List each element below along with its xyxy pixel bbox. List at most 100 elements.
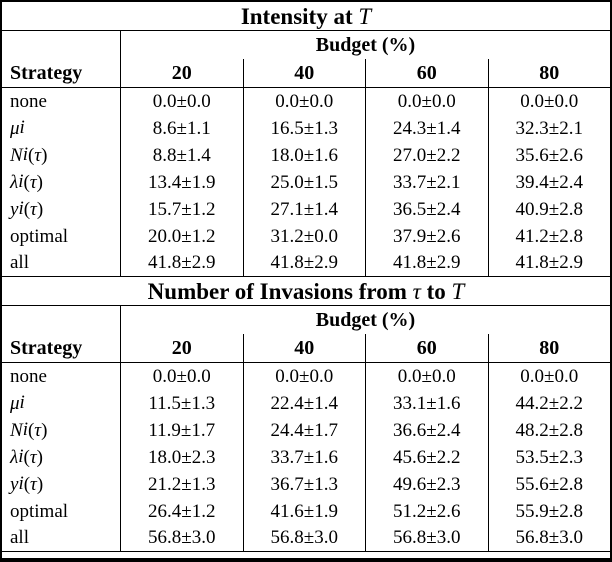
value-cell: 27.0±2.2 (365, 142, 488, 169)
header-spacer-cell (2, 306, 121, 334)
value-cell: 24.4±1.7 (242, 417, 366, 444)
column-header-20: 20 (171, 336, 192, 359)
value-cell: 0.0±0.0 (242, 363, 366, 390)
value-cell: 0.0±0.0 (365, 363, 488, 390)
value-cell: 20.0±1.2 (148, 225, 216, 247)
value-cell: 41.2±2.8 (487, 223, 611, 250)
value-cell: 33.1±1.6 (365, 390, 488, 417)
intensity-table: Intensity at T Budget (%) Strategy 20 40… (2, 2, 610, 277)
value-cell: 33.7±2.1 (365, 169, 488, 196)
budget-header-row: Budget (%) (2, 306, 610, 334)
value-cell: 27.1±1.4 (242, 196, 366, 223)
value-cell: 24.3±1.4 (365, 115, 488, 142)
column-header-80: 80 (487, 59, 611, 87)
table-row-none: none 0.0±0.0 0.0±0.0 0.0±0.0 0.0±0.0 (2, 88, 610, 115)
strategy-header: Strategy (2, 59, 121, 87)
value-cell: 18.0±1.6 (242, 142, 366, 169)
table-row-all: all 56.8±3.0 56.8±3.0 56.8±3.0 56.8±3.0 (2, 525, 610, 552)
column-header-20: 20 (171, 61, 192, 84)
table-row-optimal: optimal 20.0±1.2 31.2±0.0 37.9±2.6 41.2±… (2, 223, 610, 250)
value-cell: 40.9±2.8 (487, 196, 611, 223)
column-header-row: Strategy 20 40 60 80 (2, 334, 610, 363)
value-cell: 0.0±0.0 (487, 363, 611, 390)
value-cell: 25.0±1.5 (242, 169, 366, 196)
row-label: optimal (2, 498, 121, 525)
value-cell: 55.9±2.8 (487, 498, 611, 525)
value-cell: 41.6±1.9 (242, 498, 366, 525)
table-title: Intensity at T (2, 2, 610, 31)
value-cell: 32.3±2.1 (487, 115, 611, 142)
row-label: λ i(τ) (2, 444, 121, 471)
column-header-60: 60 (365, 334, 488, 362)
value-cell: 0.0±0.0 (152, 365, 211, 387)
value-cell: 45.6±2.2 (365, 444, 488, 471)
table-row-lambda: λ i(τ) 13.4±1.9 25.0±1.5 33.7±2.1 39.4±2.… (2, 169, 610, 196)
value-cell: 0.0±0.0 (365, 88, 488, 115)
bottom-rule (2, 558, 610, 562)
value-cell: 44.2±2.2 (487, 390, 611, 417)
value-cell: 26.4±1.2 (148, 500, 216, 522)
value-cell: 0.0±0.0 (487, 88, 611, 115)
value-cell: 56.8±3.0 (487, 525, 611, 551)
budget-header: Budget (%) (315, 33, 416, 56)
header-spacer-cell (2, 31, 121, 59)
value-cell: 36.7±1.3 (242, 471, 366, 498)
value-cell: 48.2±2.8 (487, 417, 611, 444)
value-cell: 41.8±2.9 (487, 250, 611, 276)
value-cell: 41.8±2.9 (242, 250, 366, 276)
column-header-60: 60 (365, 59, 488, 87)
table-row-y: y i(τ) 15.7±1.2 27.1±1.4 36.5±2.4 40.9±2.… (2, 196, 610, 223)
table-row-optimal: optimal 26.4±1.2 41.6±1.9 51.2±2.6 55.9±… (2, 498, 610, 525)
table-row-all: all 41.8±2.9 41.8±2.9 41.8±2.9 41.8±2.9 (2, 250, 610, 277)
value-cell: 55.6±2.8 (487, 471, 611, 498)
value-cell: 36.5±2.4 (365, 196, 488, 223)
value-cell: 33.7±1.6 (242, 444, 366, 471)
value-cell: 21.2±1.3 (148, 473, 216, 495)
row-label: y i(τ) (2, 471, 121, 498)
row-label: optimal (2, 223, 121, 250)
row-label: all (2, 525, 121, 551)
value-cell: 56.8±3.0 (242, 525, 366, 551)
table-row-none: none 0.0±0.0 0.0±0.0 0.0±0.0 0.0±0.0 (2, 363, 610, 390)
value-cell: 51.2±2.6 (365, 498, 488, 525)
column-header-80: 80 (487, 334, 611, 362)
row-label: all (2, 250, 121, 276)
table-title: Number of Invasions from τ to T (2, 277, 610, 306)
value-cell: 41.8±2.9 (148, 252, 216, 273)
value-cell: 0.0±0.0 (242, 88, 366, 115)
value-cell: 18.0±2.3 (148, 446, 216, 468)
column-header-40: 40 (242, 59, 366, 87)
value-cell: 56.8±3.0 (365, 525, 488, 551)
value-cell: 35.6±2.6 (487, 142, 611, 169)
value-cell: 15.7±1.2 (148, 198, 216, 220)
value-cell: 36.6±2.4 (365, 417, 488, 444)
strategy-header: Strategy (2, 334, 121, 362)
value-cell: 49.6±2.3 (365, 471, 488, 498)
budget-header-row: Budget (%) (2, 31, 610, 59)
value-cell: 39.4±2.4 (487, 169, 611, 196)
value-cell: 56.8±3.0 (148, 527, 216, 548)
column-header-row: Strategy 20 40 60 80 (2, 59, 610, 88)
table-row-y: y i(τ) 21.2±1.3 36.7±1.3 49.6±2.3 55.6±2.… (2, 471, 610, 498)
value-cell: 37.9±2.6 (365, 223, 488, 250)
value-cell: 22.4±1.4 (242, 390, 366, 417)
value-cell: 11.5±1.3 (148, 392, 216, 414)
value-cell: 31.2±0.0 (242, 223, 366, 250)
row-label: y i(τ) (2, 196, 121, 223)
row-label: none (2, 363, 121, 390)
table-row-lambda: λ i(τ) 18.0±2.3 33.7±1.6 45.6±2.2 53.5±2.… (2, 444, 610, 471)
row-label: none (2, 88, 121, 115)
value-cell: 16.5±1.3 (242, 115, 366, 142)
value-cell: 8.6±1.1 (152, 117, 211, 139)
value-cell: 41.8±2.9 (365, 250, 488, 276)
value-cell: 8.8±1.4 (152, 144, 211, 166)
budget-header: Budget (%) (315, 308, 416, 331)
